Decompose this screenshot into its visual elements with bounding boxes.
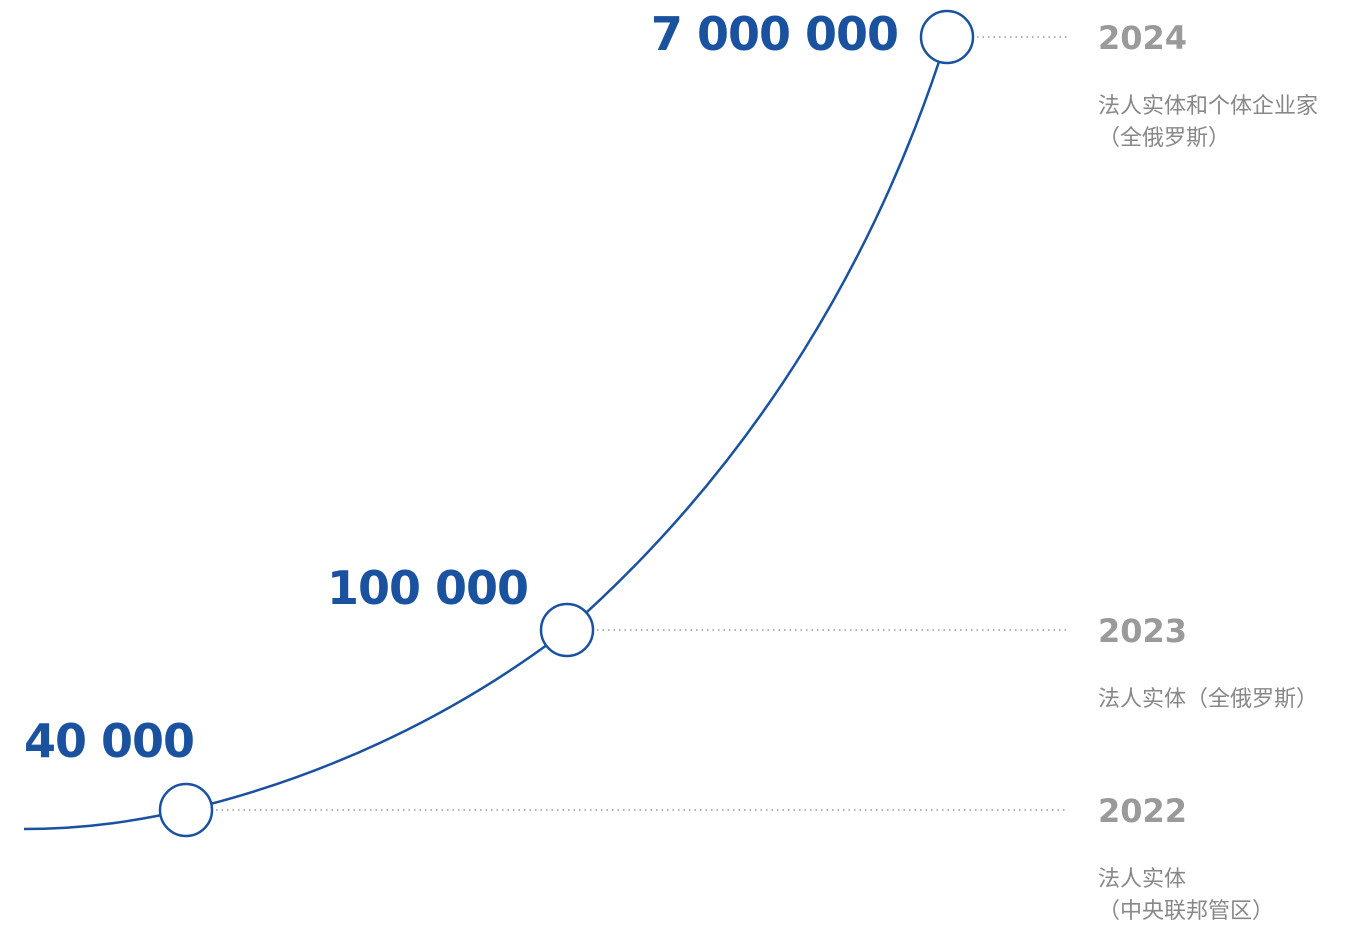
- value-label-2022: 40 000: [24, 714, 194, 768]
- description-line-2022-1: 法人实体: [1098, 867, 1186, 892]
- data-point-marker-2023: [539, 602, 595, 658]
- data-point-marker-2022: [158, 782, 214, 838]
- growth-curve-line: [23, 36, 949, 831]
- year-label-2024: 2024: [1098, 19, 1187, 57]
- description-line-2024-2: （全俄罗斯）: [1098, 126, 1230, 151]
- data-point-marker-2024: [919, 9, 975, 65]
- description-line-2023-1: 法人实体（全俄罗斯）: [1098, 687, 1318, 712]
- labels: 40 000 2022 法人实体 （中央联邦管区） 100 000 2023 法人实体（全俄…: [24, 7, 1318, 924]
- description-line-2024-1: 法人实体和个体企业家: [1098, 94, 1318, 119]
- value-label-2024: 7 000 000: [651, 7, 898, 61]
- value-label-2023: 100 000: [327, 561, 528, 615]
- data-point-markers: [158, 9, 975, 838]
- leader-lines: [216, 36, 1068, 811]
- description-line-2022-2: （中央联邦管区）: [1098, 899, 1274, 924]
- year-label-2023: 2023: [1098, 612, 1187, 650]
- year-label-2022: 2022: [1098, 792, 1187, 830]
